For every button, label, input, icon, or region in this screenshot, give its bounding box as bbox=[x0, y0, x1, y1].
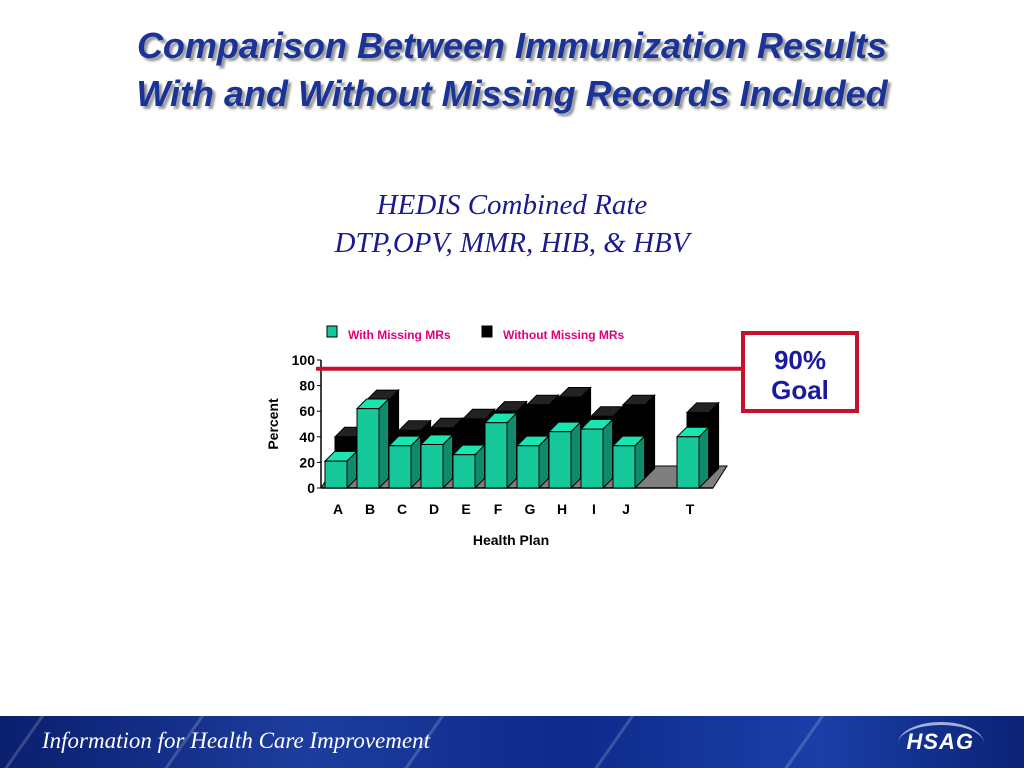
bar-with-missing-front bbox=[612, 445, 636, 489]
x-tick-label: T bbox=[686, 501, 695, 517]
bar-with-missing bbox=[547, 420, 582, 490]
hsag-logo: HSAG bbox=[906, 729, 974, 754]
x-tick-label: J bbox=[622, 501, 630, 517]
chart-labels: 0 20 40 60 80 100 Percent Health Plan A B C D E F G H I J… bbox=[265, 352, 695, 548]
x-tick-label: A bbox=[333, 501, 343, 517]
y-tick-label: 60 bbox=[299, 403, 315, 419]
bar-with-missing-front bbox=[484, 422, 508, 489]
bar-with-missing-front bbox=[676, 436, 700, 489]
bar-with-missing-front bbox=[516, 445, 540, 489]
x-axis-label: Health Plan bbox=[473, 532, 549, 548]
x-tick-label: G bbox=[525, 501, 536, 517]
bar-with-missing-front bbox=[388, 445, 412, 489]
bar-with-missing bbox=[515, 434, 550, 490]
bar-with-missing bbox=[419, 433, 454, 490]
chart-bars bbox=[323, 386, 720, 490]
y-tick-label: 0 bbox=[307, 480, 315, 496]
bar-with-missing-front bbox=[452, 454, 476, 489]
y-axis-label: Percent bbox=[265, 398, 281, 450]
x-tick-label: H bbox=[557, 501, 567, 517]
bar-with-missing-side bbox=[378, 397, 390, 490]
bar-with-missing-front bbox=[548, 431, 572, 489]
subtitle-line-2: DTP,OPV, MMR, HIB, & HBV bbox=[334, 227, 690, 259]
bar-chart: 0 20 40 60 80 100 Percent Health Plan A B C D E F G H I J… bbox=[265, 325, 743, 548]
footer-streak bbox=[777, 716, 826, 768]
goal-label-text: Goal bbox=[771, 375, 829, 405]
bar-without-missing-side bbox=[644, 393, 656, 480]
footer-tagline: Information for Health Care Improvement bbox=[42, 728, 430, 753]
x-tick-label: I bbox=[592, 501, 596, 517]
title-line-1: Comparison Between Immunization Results bbox=[136, 25, 888, 66]
logo-swoosh-icon bbox=[898, 722, 984, 765]
y-tick-label: 100 bbox=[292, 352, 316, 368]
footer-streak bbox=[587, 716, 636, 768]
bar-with-missing-side bbox=[506, 411, 518, 490]
footer-streak bbox=[0, 716, 46, 768]
bar-with-missing bbox=[675, 425, 710, 490]
bar-with-missing-front bbox=[420, 443, 444, 489]
y-tick-label: 40 bbox=[299, 429, 315, 445]
x-tick-label: F bbox=[494, 501, 503, 517]
x-tick-label: B bbox=[365, 501, 375, 517]
bar-with-missing bbox=[387, 434, 422, 490]
bar-with-missing-front bbox=[356, 408, 380, 489]
bar-with-missing-front bbox=[580, 428, 604, 489]
bar-with-missing bbox=[451, 443, 486, 490]
bar-with-missing-side bbox=[570, 420, 582, 490]
x-tick-label: C bbox=[397, 501, 407, 517]
bar-with-missing bbox=[323, 450, 358, 490]
chart-legend: With Missing MRs Without Missing MRs bbox=[326, 325, 625, 342]
goal-value-text: 90% bbox=[773, 345, 827, 375]
chart-subtitle: HEDIS Combined Rate DTP,OPV, MMR, HIB, &… bbox=[0, 186, 1024, 262]
bar-with-missing bbox=[579, 418, 614, 490]
bar-with-missing bbox=[355, 397, 390, 490]
title-line-2: With and Without Missing Records Include… bbox=[136, 73, 888, 114]
y-tick-label: 20 bbox=[299, 454, 315, 470]
x-tick-label: D bbox=[429, 501, 439, 517]
goal-callout: 90% Goal bbox=[741, 331, 859, 413]
legend-swatch bbox=[481, 325, 493, 338]
y-tick-label: 80 bbox=[299, 378, 315, 394]
legend-label: Without Missing MRs bbox=[503, 328, 625, 342]
bar-with-missing bbox=[611, 434, 646, 490]
bar-with-missing-side bbox=[602, 418, 614, 490]
bar-with-missing bbox=[483, 411, 518, 490]
footer-bar: Information for Health Care Improvement … bbox=[0, 716, 1024, 768]
slide-title: Comparison Between Immunization Results … bbox=[0, 22, 1024, 118]
bar-with-missing-front bbox=[324, 460, 348, 489]
legend-swatch bbox=[326, 325, 338, 338]
bar-without-missing-side bbox=[708, 401, 720, 480]
subtitle-line-1: HEDIS Combined Rate bbox=[376, 189, 648, 221]
x-tick-label: E bbox=[461, 501, 470, 517]
legend-label: With Missing MRs bbox=[348, 328, 451, 342]
bar-with-missing-side bbox=[698, 425, 710, 490]
